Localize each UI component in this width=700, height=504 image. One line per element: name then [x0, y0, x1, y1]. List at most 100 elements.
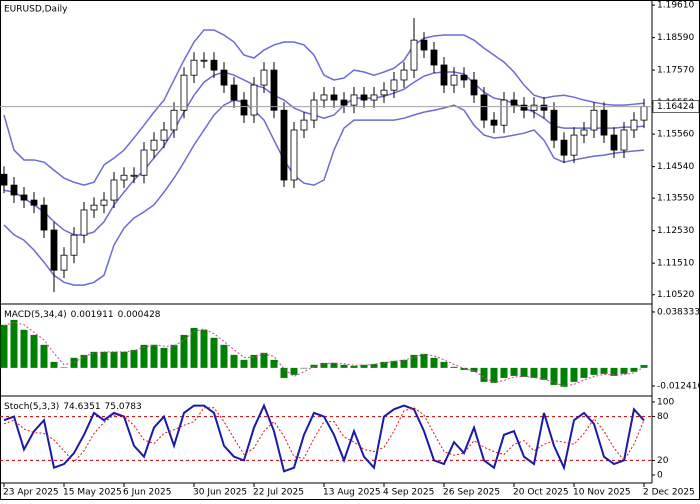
macd-bar [400, 359, 408, 368]
x-tick-label: 4 Sep 2025 [383, 488, 434, 498]
macd-bar [590, 367, 598, 375]
candle-body [210, 59, 218, 71]
macd-bar [450, 366, 458, 368]
macd-bar [290, 367, 298, 375]
macd-bar [520, 367, 528, 377]
indicator-name: Stoch(5,3,3) [4, 402, 59, 412]
macd-bar [390, 360, 398, 368]
candle-body [340, 99, 348, 106]
x-tick-label: 20 Oct 2025 [513, 488, 569, 498]
candle-body [70, 234, 78, 256]
macd-bar [410, 354, 418, 368]
candle-body [470, 79, 478, 96]
candle-body [610, 134, 618, 151]
indicator-value: 74.6351 [63, 402, 100, 412]
candle-body [480, 94, 488, 121]
candle-body [590, 109, 598, 131]
macd-bar [140, 344, 148, 368]
stoch-signal [3, 407, 645, 463]
macd-bar [190, 327, 198, 368]
macd-bar [330, 362, 338, 368]
y-tick-label: 100 [657, 397, 674, 407]
y-tick-label: 80 [657, 412, 669, 422]
macd-bar [110, 351, 118, 368]
candle-body [550, 109, 558, 141]
candle-body [420, 39, 428, 51]
macd-bar [470, 367, 478, 372]
candle-body [110, 179, 118, 201]
y-tick-label: 1.14540 [657, 162, 694, 172]
y-tick-label: 1.15560 [657, 130, 694, 140]
macd-bar [300, 367, 308, 369]
macd-bar [200, 329, 208, 368]
y-tick-label: 1.18590 [657, 33, 694, 43]
y-tick-label: 1.12530 [657, 226, 694, 236]
macd-bar [30, 334, 38, 368]
macd-bar [20, 329, 28, 368]
candle-body [520, 104, 528, 111]
y-tick-label: -0.012416 [657, 381, 700, 391]
macd-bar [610, 367, 618, 376]
macd-bar [250, 354, 258, 368]
candle-body [400, 69, 408, 81]
candle-body [620, 129, 628, 151]
macd-bar [550, 367, 558, 385]
macd-bar [280, 367, 288, 378]
macd-bar [540, 367, 548, 380]
macd-bar [40, 344, 48, 368]
candle-body [220, 69, 228, 86]
indicator-value: 75.0783 [105, 402, 142, 412]
macd-bar [60, 367, 68, 368]
macd-bar [260, 352, 268, 368]
macd-bar [170, 344, 178, 368]
y-tick-label: 0.038333 [657, 307, 700, 317]
candle-body [10, 184, 18, 196]
x-tick-label: 6 Jun 2025 [123, 488, 171, 498]
macd-signal [3, 321, 645, 387]
candle-body [320, 94, 328, 101]
candle-body [50, 229, 58, 271]
candle-body [200, 59, 208, 62]
candle-body [380, 89, 388, 96]
x-tick-label: 10 Nov 2025 [573, 488, 631, 498]
macd-bar [420, 353, 428, 368]
y-tick-label: 1.19610 [657, 1, 694, 11]
macd-bar [130, 349, 138, 368]
y-tick-label: 1.10520 [657, 290, 694, 300]
last-price-label: 1.16424 [657, 102, 694, 112]
candle-body [600, 109, 608, 136]
x-tick-label: 13 Aug 2025 [323, 488, 381, 498]
macd-bar [270, 359, 278, 368]
candle-body [490, 119, 498, 126]
symbol-title: EURUSD,Daily [4, 5, 68, 15]
candle-body [260, 69, 268, 86]
candle-body [350, 94, 358, 106]
candle-body [140, 149, 148, 176]
bollinger-band [3, 71, 645, 236]
macd-bar [150, 344, 158, 368]
candle-body [270, 69, 278, 111]
macd-bar [100, 351, 108, 368]
y-tick-label: 1.17570 [657, 66, 694, 76]
indicator-header: MACD(5,34,4) 0.001911 0.000428 [4, 310, 161, 320]
y-tick-label: 20 [657, 456, 669, 466]
candle-body [90, 204, 98, 211]
macd-bar [600, 367, 608, 374]
macd-bar [90, 351, 98, 368]
macd-bar [220, 344, 228, 368]
macd-bar [0, 324, 8, 368]
last-price-box [652, 100, 700, 113]
macd-bar [80, 354, 88, 368]
macd-bar [370, 363, 378, 368]
macd-bar [560, 367, 568, 387]
candle-body [560, 139, 568, 156]
x-tick-label: 23 Apr 2025 [3, 488, 59, 498]
candle-body [430, 49, 438, 66]
candle-body [190, 59, 198, 76]
macd-bar [530, 367, 538, 378]
macd-bar [320, 362, 328, 368]
candle-body [580, 129, 588, 136]
macd-bar [10, 319, 18, 368]
x-tick-label: 15 May 2025 [63, 488, 122, 498]
